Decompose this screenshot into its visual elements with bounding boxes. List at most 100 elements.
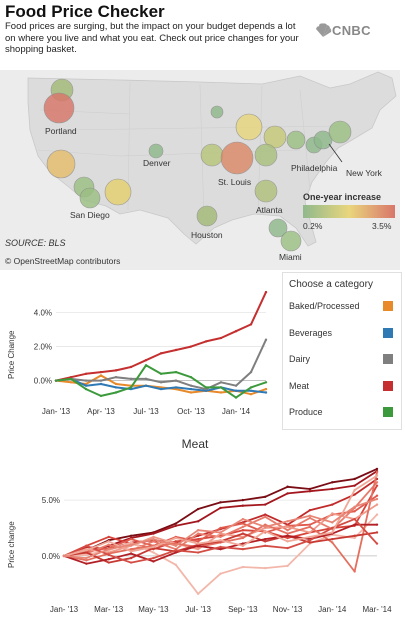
page-subtitle: Food prices are surging, but the impact … xyxy=(5,21,299,55)
data-point xyxy=(353,505,356,509)
data-point xyxy=(375,523,379,526)
data-point xyxy=(241,529,245,532)
data-point xyxy=(286,525,289,529)
x-tick-label: Oct- '13 xyxy=(177,407,205,416)
data-point xyxy=(353,488,356,492)
data-point xyxy=(375,467,379,471)
city-marker[interactable] xyxy=(148,143,164,159)
data-point xyxy=(85,556,88,560)
data-point xyxy=(204,389,208,392)
data-point xyxy=(219,386,223,389)
data-point xyxy=(353,570,356,573)
data-point xyxy=(264,338,268,341)
legend-gradient xyxy=(303,205,395,218)
data-point xyxy=(174,542,177,545)
legend-title: One-year increase xyxy=(303,192,382,202)
category-option-baked[interactable]: Baked/Processed xyxy=(289,301,397,315)
city-marker[interactable] xyxy=(210,105,224,119)
data-point xyxy=(174,551,177,554)
data-point xyxy=(241,536,245,540)
data-point xyxy=(107,535,110,539)
data-point xyxy=(249,389,253,392)
city-marker[interactable] xyxy=(263,125,287,149)
x-tick-label: Nov- '13 xyxy=(273,605,303,614)
category-chart-xticks: Jan- '13 Apr- '13 Jul- '13 Oct- '13 Jan- '14 xyxy=(42,407,251,416)
y-tick-label: 4.0% xyxy=(34,309,52,318)
city-marker[interactable] xyxy=(43,92,75,124)
city-marker[interactable] xyxy=(235,113,263,141)
data-point xyxy=(196,540,200,543)
city-marker[interactable] xyxy=(46,149,76,179)
data-point xyxy=(219,572,222,575)
data-point xyxy=(189,375,193,379)
data-point xyxy=(174,348,178,352)
city-marker[interactable] xyxy=(313,130,333,150)
data-point xyxy=(174,522,177,525)
city-marker[interactable] xyxy=(200,143,224,167)
data-point xyxy=(84,379,88,382)
y-tick-label: 5.0% xyxy=(42,496,60,505)
data-point xyxy=(219,547,222,551)
data-point xyxy=(234,389,238,392)
x-tick-label: Jul- '13 xyxy=(185,605,211,614)
data-point xyxy=(85,559,88,562)
category-option-label: Dairy xyxy=(289,354,311,364)
us-map: Portland Denver San Diego St. Louis Hous… xyxy=(0,70,400,270)
city-marker[interactable] xyxy=(79,187,101,209)
city-marker[interactable] xyxy=(268,218,288,238)
city-marker[interactable] xyxy=(280,230,302,252)
category-option-produce[interactable]: Produce xyxy=(289,407,397,421)
city-marker[interactable] xyxy=(286,130,306,150)
city-marker[interactable] xyxy=(254,143,278,167)
data-point xyxy=(234,396,238,399)
x-tick-label: May- '13 xyxy=(138,605,169,614)
data-point xyxy=(152,537,155,541)
data-point xyxy=(286,536,289,540)
category-option-meat[interactable]: Meat xyxy=(289,381,397,395)
data-point xyxy=(107,561,110,564)
data-point xyxy=(219,501,222,504)
data-point xyxy=(264,544,267,548)
data-point xyxy=(241,542,245,545)
category-option-beverages[interactable]: Beverages xyxy=(289,328,397,342)
meat-line-chart: Meat 0.0% 5.0% Jan- '13 Mar- '13 May- '13 Ju… xyxy=(7,437,392,614)
data-point xyxy=(85,562,88,565)
data-point xyxy=(204,387,208,391)
data-point xyxy=(129,543,133,546)
data-point xyxy=(99,394,103,398)
data-point xyxy=(174,540,177,543)
city-marker[interactable] xyxy=(196,205,218,227)
data-point xyxy=(219,526,222,530)
city-label-st-louis: St. Louis xyxy=(218,177,251,187)
data-point xyxy=(353,523,356,526)
data-point xyxy=(196,544,200,548)
data-point xyxy=(189,345,193,348)
data-point xyxy=(249,386,253,389)
data-point xyxy=(85,549,88,552)
data-point xyxy=(152,532,155,535)
x-tick-label: Sep- '13 xyxy=(228,605,258,614)
data-point xyxy=(331,531,334,534)
data-point xyxy=(264,381,268,384)
data-point xyxy=(375,471,379,474)
city-marker[interactable] xyxy=(328,120,352,144)
data-point xyxy=(286,540,289,543)
data-point xyxy=(241,522,245,525)
data-point xyxy=(331,541,334,544)
data-point xyxy=(99,370,103,374)
category-option-dairy[interactable]: Dairy xyxy=(289,354,397,368)
data-point xyxy=(308,514,312,517)
series-line xyxy=(55,291,267,382)
city-marker[interactable] xyxy=(254,179,278,203)
city-label-miami: Miami xyxy=(279,252,302,262)
city-marker[interactable] xyxy=(104,178,132,206)
series-line xyxy=(63,513,378,595)
legend-max: 3.5% xyxy=(372,221,392,231)
city-marker[interactable] xyxy=(220,141,254,175)
data-point xyxy=(84,387,88,391)
data-point xyxy=(331,503,334,506)
y-tick-label: 0.0% xyxy=(42,552,60,561)
data-point xyxy=(286,485,289,488)
data-point xyxy=(196,547,200,551)
data-point xyxy=(331,481,334,484)
